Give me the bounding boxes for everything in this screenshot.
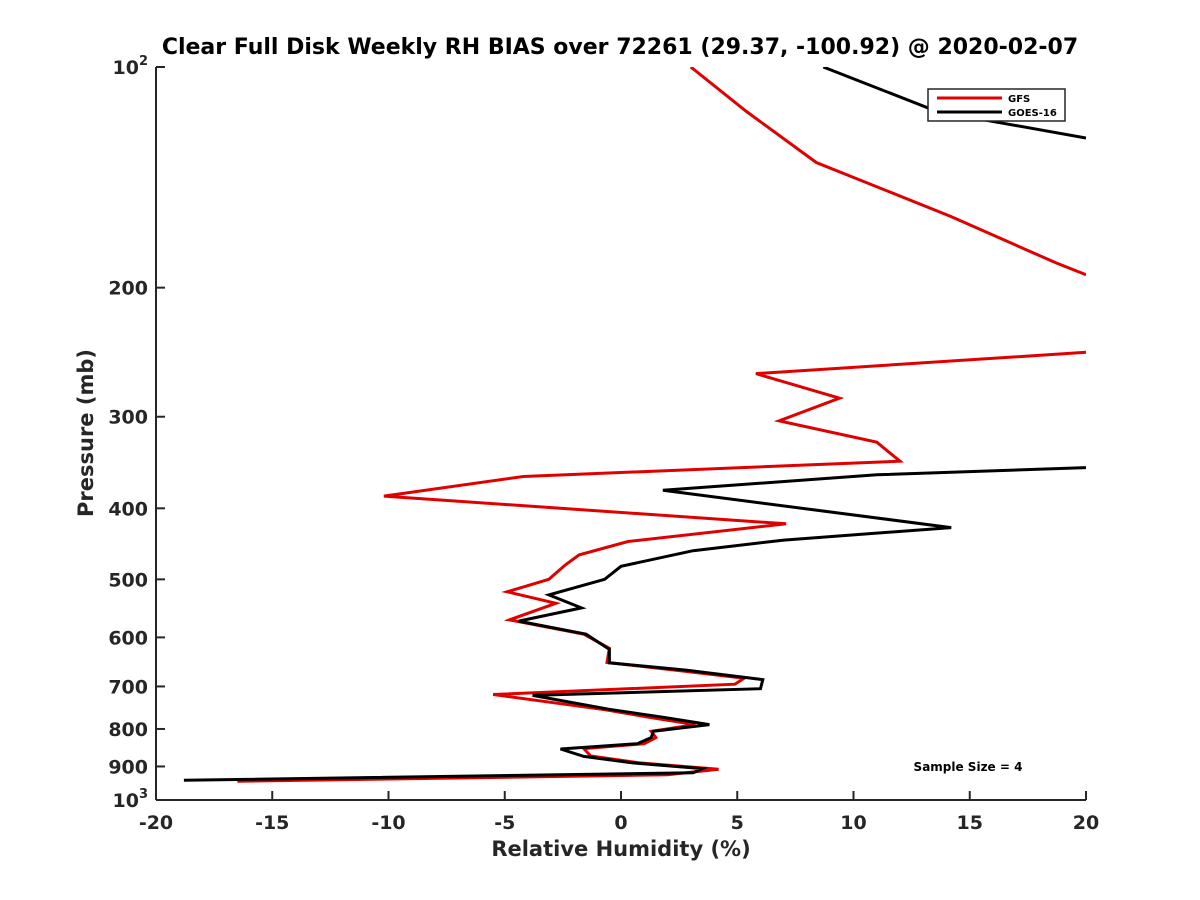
series-line-gfs-1 [689, 67, 1086, 277]
legend-box [927, 88, 1066, 122]
sample-size-annotation: Sample Size = 4 [914, 760, 1023, 774]
y-tick-label: 400 [108, 498, 148, 520]
y-tick-label: 500 [108, 569, 148, 591]
y-tick-label: 200 [108, 278, 148, 300]
y-tick-label: 102 [113, 54, 149, 79]
y-tick-label: 300 [108, 407, 148, 429]
y-tick-label: 800 [108, 719, 148, 741]
x-axis: -20 -15 -10 -5 0 5 10 15 20 [139, 791, 1099, 834]
x-tick-label: 10 [840, 812, 866, 834]
legend-label: GOES-16 [1008, 108, 1057, 119]
x-tick-label: -10 [371, 812, 405, 834]
chart-title: Clear Full Disk Weekly RH BIAS over 7226… [162, 35, 1078, 60]
y-axis: 102 200 300 400 500 600 700 800 900 103 [108, 54, 165, 812]
x-tick-label: 20 [1073, 812, 1099, 834]
x-tick-label: -5 [494, 812, 515, 834]
y-tick-label: 600 [108, 627, 148, 649]
legend-label: GFS [1008, 94, 1030, 105]
x-tick-label: -15 [255, 812, 289, 834]
x-tick-label: 0 [614, 812, 627, 834]
series-line-goes-16-2 [183, 466, 1086, 782]
y-tick-label: 900 [108, 756, 148, 778]
legend: GFS GOES-16 [927, 88, 1066, 122]
y-axis-label: Pressure (mb) [74, 349, 98, 517]
x-axis-label: Relative Humidity (%) [491, 837, 750, 861]
x-tick-label: -20 [139, 812, 173, 834]
y-tick-label: 103 [113, 787, 149, 812]
x-tick-label: 15 [957, 812, 983, 834]
x-tick-label: 5 [731, 812, 744, 834]
y-tick-label: 700 [108, 676, 148, 698]
